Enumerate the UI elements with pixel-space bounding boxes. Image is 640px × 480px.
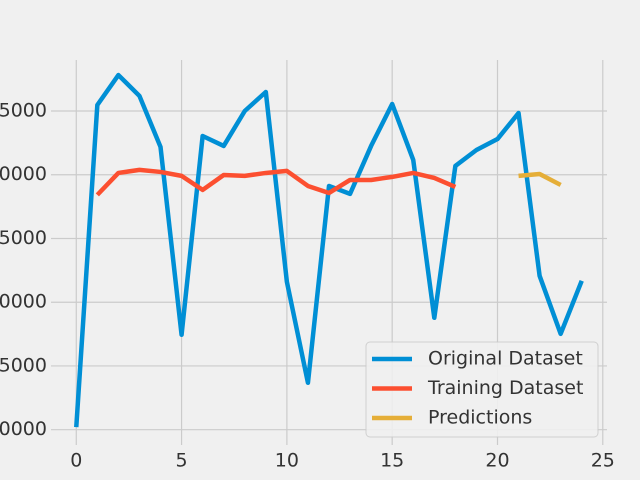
x-tick-label: 25 bbox=[591, 450, 615, 472]
y-tick-label: 30000 bbox=[0, 163, 47, 185]
y-tick-label: 25000 bbox=[0, 227, 47, 249]
series-line bbox=[95, 167, 457, 197]
x-tick-label: 20 bbox=[485, 450, 509, 472]
series-line bbox=[518, 171, 562, 187]
y-tick-label: 20000 bbox=[0, 291, 47, 313]
legend: Original Dataset Training Dataset Predicti… bbox=[365, 341, 599, 438]
legend-label: Training Dataset bbox=[427, 377, 583, 399]
series-line bbox=[74, 72, 584, 428]
x-tick-label: 5 bbox=[176, 450, 188, 472]
legend-label: Original Dataset bbox=[428, 348, 583, 370]
y-tick-label: 35000 bbox=[0, 99, 47, 121]
x-tick-label: 10 bbox=[275, 450, 299, 472]
y-tick-label: 10000 bbox=[0, 418, 47, 440]
y-tick-label: 15000 bbox=[0, 354, 47, 376]
legend-label: Predictions bbox=[428, 407, 532, 429]
x-tick-label: 0 bbox=[70, 450, 82, 472]
legend-box bbox=[365, 341, 599, 438]
x-tick-label: 15 bbox=[380, 450, 404, 472]
